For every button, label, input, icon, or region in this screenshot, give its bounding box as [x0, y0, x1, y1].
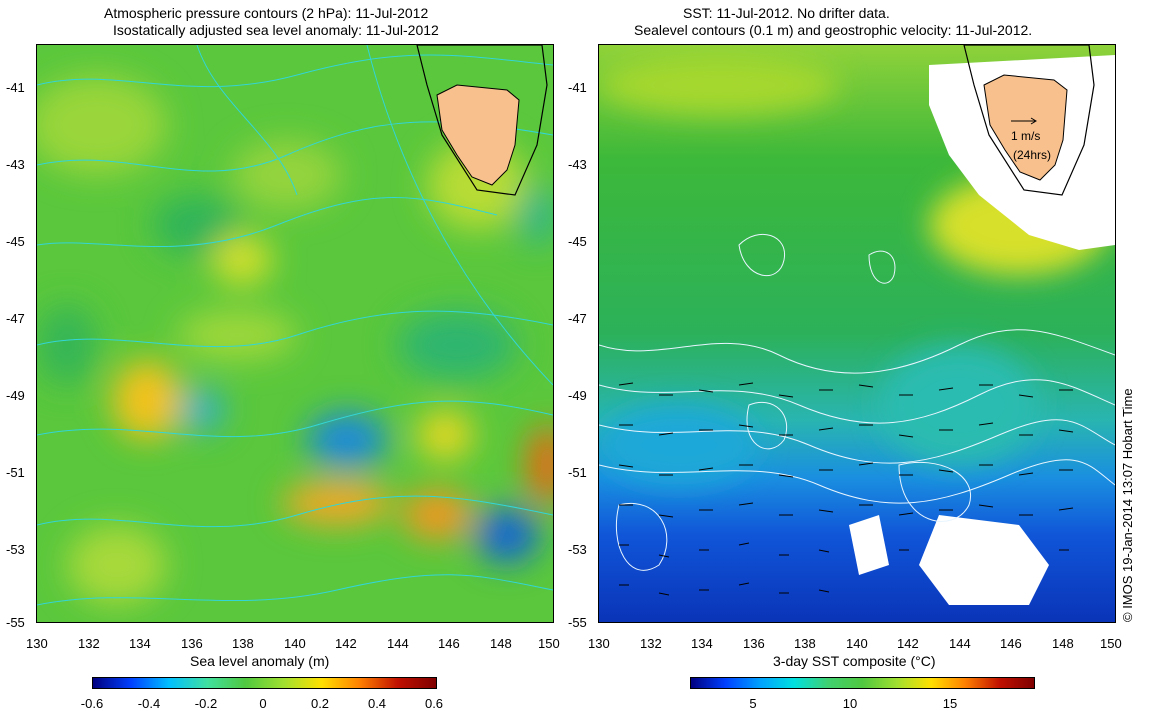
right-y-tick: -55	[568, 615, 587, 630]
sst-colorbar	[690, 677, 1035, 689]
right-colorbar-tick: 10	[842, 696, 858, 711]
sla-map-graphic	[37, 45, 553, 622]
sealevel-contours	[599, 233, 1115, 571]
right-y-tick: -41	[568, 80, 587, 95]
right-title-line2: Sealevel contours (0.1 m) and geostrophi…	[634, 22, 1033, 38]
left-colorbar-tick: 0.4	[367, 696, 387, 711]
left-y-tick: -41	[6, 80, 25, 95]
left-x-tick: 140	[284, 636, 306, 651]
right-x-tick: 144	[949, 636, 971, 651]
right-x-tick: 142	[897, 636, 919, 651]
right-x-tick: 148	[1052, 636, 1074, 651]
right-y-tick: -51	[568, 465, 587, 480]
left-x-tick: 146	[438, 636, 460, 651]
sst-map: 1 m/s (24hrs)	[598, 44, 1116, 623]
imos-credit: © IMOS 19-Jan-2014 13:07 Hobart Time	[1120, 388, 1135, 622]
left-y-tick: -55	[6, 615, 25, 630]
right-x-tick: 130	[588, 636, 610, 651]
left-colorbar-tick: 0.2	[310, 696, 330, 711]
left-x-tick: 144	[387, 636, 409, 651]
right-colorbar-tick: 5	[749, 696, 757, 711]
left-y-tick: -49	[6, 388, 25, 403]
scale-sub-label: (24hrs)	[1013, 148, 1051, 162]
left-x-tick: 130	[26, 636, 48, 651]
left-x-tick: 142	[335, 636, 357, 651]
left-colorbar-tick: -0.4	[137, 696, 161, 711]
left-colorbar-tick: -0.2	[194, 696, 218, 711]
right-x-tick: 136	[743, 636, 765, 651]
left-title-line1: Atmospheric pressure contours (2 hPa): 1…	[104, 5, 429, 21]
left-colorbar-tick: -0.6	[80, 696, 104, 711]
left-x-tick: 132	[78, 636, 100, 651]
sla-colorbar	[92, 677, 437, 689]
right-x-tick: 132	[640, 636, 662, 651]
left-x-tick: 134	[129, 636, 151, 651]
left-y-tick: -47	[6, 311, 25, 326]
geostrophic-velocity-arrows	[618, 382, 1074, 596]
sst-map-graphic: 1 m/s (24hrs)	[599, 45, 1115, 622]
left-colorbar-label: Sea level anomaly (m)	[190, 653, 330, 669]
left-title-line2: Isostatically adjusted sea level anomaly…	[113, 22, 439, 38]
left-x-tick: 148	[490, 636, 512, 651]
tasmania-landmass	[963, 45, 1095, 196]
right-x-tick: 134	[691, 636, 713, 651]
left-colorbar-tick: 0	[259, 696, 267, 711]
left-colorbar-tick: 0.6	[424, 696, 444, 711]
right-colorbar-label: 3-day SST composite (°C)	[773, 653, 936, 669]
left-y-tick: -51	[6, 465, 25, 480]
left-x-tick: 136	[181, 636, 203, 651]
right-x-tick: 140	[846, 636, 868, 651]
right-y-tick: -53	[568, 542, 587, 557]
left-y-tick: -45	[6, 234, 25, 249]
right-title-line1: SST: 11-Jul-2012. No drifter data.	[683, 5, 890, 21]
left-x-tick: 150	[538, 636, 560, 651]
right-x-tick: 146	[1000, 636, 1022, 651]
right-x-tick: 138	[794, 636, 816, 651]
tasmania-landmass	[416, 45, 548, 196]
scale-label: 1 m/s	[1011, 129, 1040, 143]
right-y-tick: -49	[568, 388, 587, 403]
right-y-tick: -47	[568, 311, 587, 326]
scale-arrowhead	[1030, 117, 1037, 125]
sea-level-anomaly-map	[36, 44, 554, 623]
left-y-tick: -53	[6, 542, 25, 557]
right-y-tick: -43	[568, 157, 587, 172]
left-x-tick: 138	[232, 636, 254, 651]
right-colorbar-tick: 15	[942, 696, 958, 711]
left-y-tick: -43	[6, 157, 25, 172]
right-x-tick: 150	[1100, 636, 1122, 651]
right-y-tick: -45	[568, 234, 587, 249]
